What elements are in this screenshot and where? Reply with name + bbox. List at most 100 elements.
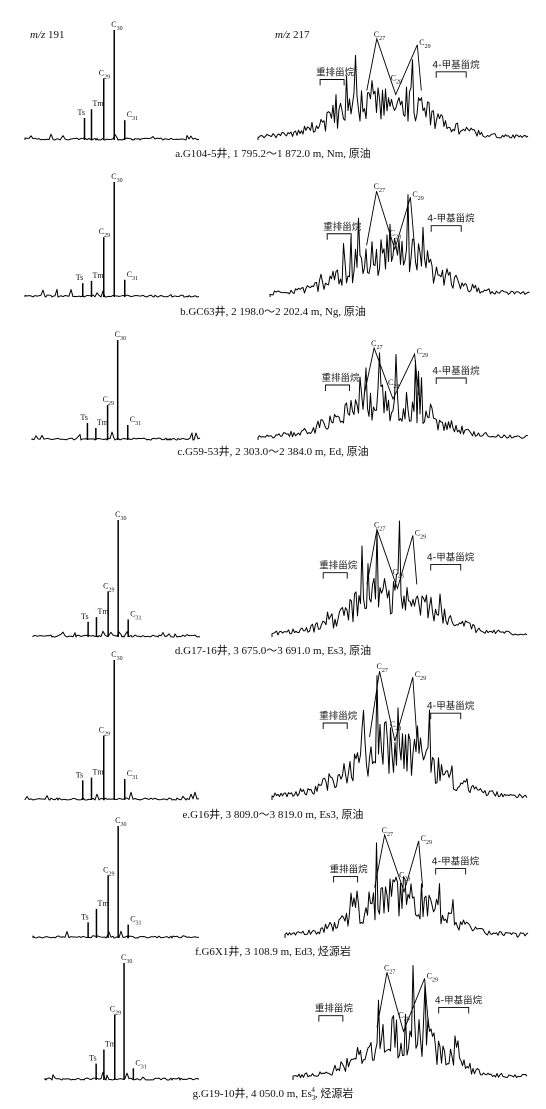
peak-label-c29: C29	[99, 726, 110, 738]
methyl-sterane-bracket	[438, 1007, 470, 1014]
triterpane-baseline	[32, 930, 200, 939]
rearranged-sterane-label: 重排甾烷	[319, 710, 358, 722]
triterpane-baseline	[44, 1071, 200, 1081]
methyl-sterane-bracket	[430, 564, 462, 571]
peak-label-c29: C29	[103, 395, 114, 407]
c28-label: C28	[390, 228, 401, 240]
methyl-sterane-label: 4-甲基甾烷	[432, 59, 480, 71]
triterpane-trace: Ts Tm C29 C30 C31	[32, 510, 201, 638]
panel-caption: a.G104-5井, 1 795.2～1 872.0 m, Nm, 原油	[175, 146, 371, 160]
panel-f: TsTmC29C30C31重排甾烷C27C28C294-甲基甾烷f.G6X1井,…	[32, 816, 529, 958]
c29-label: C29	[427, 971, 438, 983]
peak-label-tm: Tm	[93, 271, 105, 280]
rearranged-sterane-bracket	[325, 384, 350, 391]
peak-label-c30: C30	[115, 330, 126, 342]
sterane-baseline	[271, 675, 528, 800]
panel-g: Ts Tm C29 C30 C31 重排甾烷 C27 C28 C29 4-甲基甾烷 g.G19-10…	[44, 953, 528, 1102]
regular-sterane-leaders	[374, 833, 424, 894]
c29-label: C29	[415, 528, 426, 540]
peak-label-ts: Ts	[81, 612, 88, 621]
regular-sterane-leaders	[366, 191, 415, 251]
panel-caption: b.GC63井, 2 198.0～2 202.4 m, Ng, 原油	[180, 304, 366, 318]
c27-label: C27	[371, 339, 382, 351]
c27-label: C27	[384, 963, 395, 975]
peak-label-c31: C31	[130, 609, 141, 621]
rearranged-sterane-bracket	[333, 875, 359, 883]
regular-sterane-leaders	[366, 527, 418, 590]
triterpane-baseline	[24, 133, 200, 141]
regular-sterane-leaders	[369, 671, 418, 742]
peak-label-c31: C31	[127, 769, 138, 781]
peak-label-ts: Ts	[76, 770, 83, 779]
c28-label: C28	[388, 378, 399, 390]
triterpane-baseline	[31, 431, 201, 441]
triterpane-baseline	[24, 791, 200, 801]
c27-label: C27	[374, 520, 385, 532]
panel-caption: d.G17-16井, 3 675.0～3 691.0 m, Es3, 原油	[175, 643, 371, 657]
peak-label-tm: Tm	[97, 607, 109, 616]
c29-label: C29	[412, 190, 423, 202]
c28-label: C28	[390, 720, 401, 732]
methyl-sterane-label: 4-甲基甾烷	[427, 551, 475, 563]
peak-label-c31: C31	[127, 110, 138, 122]
sterane-baseline	[257, 54, 529, 140]
c28-label: C28	[392, 567, 403, 579]
rearranged-sterane-bracket	[319, 79, 345, 86]
rearranged-sterane-bracket	[322, 572, 348, 579]
rearranged-sterane-label: 重排甾烷	[319, 560, 358, 572]
panel-caption: e.G16井, 3 809.0～3 819.0 m, Es3, 原油	[183, 807, 364, 821]
regular-sterane-leaders	[366, 37, 422, 96]
panel-b: Ts Tm C29 C30 C31 重排甾烷 C27 C28 C29 4-甲基甾烷 b.GC63井,…	[24, 172, 530, 318]
methyl-sterane-label: 4-甲基甾烷	[432, 856, 480, 868]
peak-label-c30: C30	[111, 20, 122, 32]
ion-label-217: m/z 217	[275, 29, 310, 41]
regular-sterane-leaders	[363, 346, 420, 401]
c28-label: C28	[398, 1010, 409, 1022]
peak-label-c30: C30	[111, 650, 122, 662]
peak-label-tm: Tm	[93, 768, 105, 777]
methyl-sterane-bracket	[435, 377, 467, 384]
panel-e: Ts Tm C29 C30 C31 重排甾烷 C27 C28 C29 4-甲基甾烷 e.G16井, …	[24, 650, 528, 821]
triterpane-trace: Ts Tm C29 C30 C31	[31, 330, 201, 441]
sterane-baseline	[257, 352, 529, 440]
peak-label-c29: C29	[110, 1004, 121, 1016]
peak-label-c29: C29	[99, 227, 110, 239]
peak-label-c31: C31	[130, 915, 141, 927]
triterpane-trace: Ts Tm C29 C30 C31	[44, 953, 200, 1081]
peak-label-c31: C31	[130, 415, 141, 427]
triterpane-trace: Ts Tm C29 C30 C31	[32, 816, 200, 939]
rearranged-sterane-label: 重排甾烷	[323, 221, 362, 233]
peak-label-c29: C29	[103, 581, 114, 593]
c27-label: C27	[382, 826, 393, 838]
triterpane-baseline	[24, 288, 200, 298]
sterane-baseline	[269, 194, 530, 297]
peak-label-c30: C30	[115, 816, 126, 828]
triterpane-baseline	[32, 630, 201, 638]
methyl-sterane-bracket	[430, 712, 462, 720]
peak-label-ts: Ts	[78, 108, 85, 117]
peak-label-c29: C29	[99, 68, 110, 80]
ion-label-191: m/z 191	[30, 29, 65, 41]
peak-label-c29: C29	[103, 865, 114, 877]
peak-label-tm: Tm	[105, 1040, 117, 1049]
c28-label: C28	[391, 74, 402, 86]
peak-label-ts: Ts	[81, 912, 88, 921]
rearranged-sterane-bracket	[322, 722, 348, 729]
c29-label: C29	[417, 347, 428, 359]
peak-label-c30: C30	[111, 172, 122, 184]
sterane-baseline	[271, 520, 528, 637]
rearranged-sterane-label: 重排甾烷	[322, 372, 361, 384]
c27-label: C27	[374, 182, 385, 194]
rearranged-sterane-bracket	[326, 233, 352, 240]
triterpane-trace: Ts Tm C29 C30 C31	[24, 172, 200, 298]
sterane-baseline	[284, 842, 529, 938]
rearranged-sterane-label: 重排甾烷	[316, 67, 355, 79]
peak-label-c31: C31	[135, 1058, 146, 1070]
